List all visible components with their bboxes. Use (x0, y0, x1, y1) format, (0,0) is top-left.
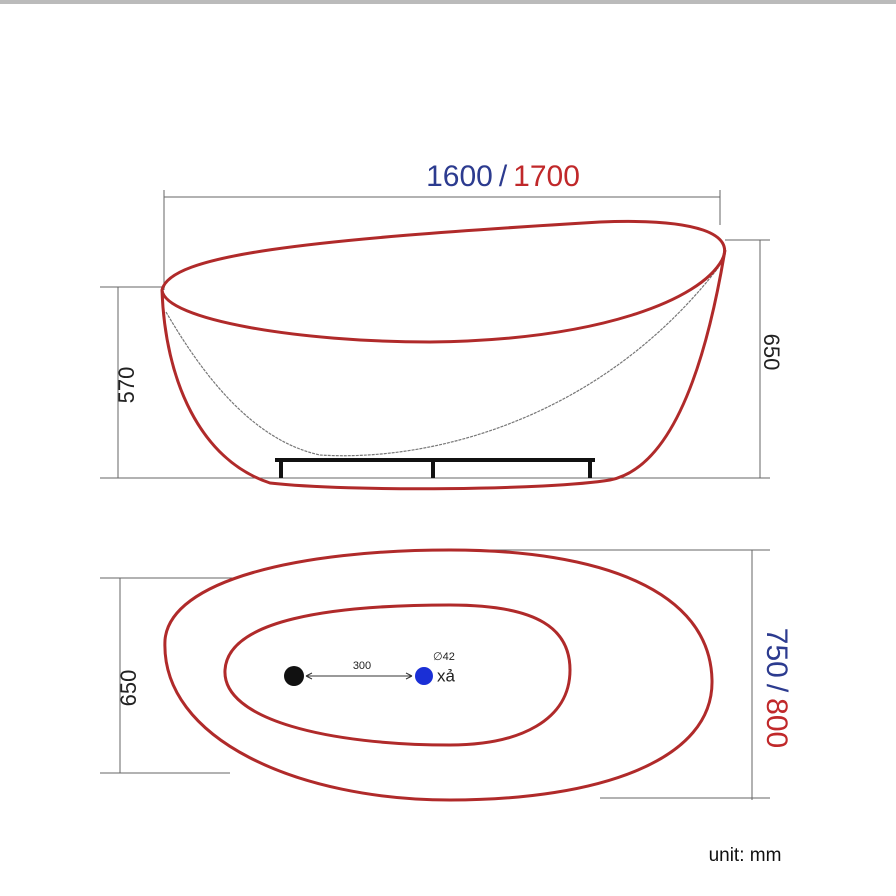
outer-height-label: 650 (759, 334, 784, 371)
inner-height-label: 570 (114, 367, 139, 404)
depth-label: 650 (116, 670, 141, 707)
width-separator: / (499, 160, 508, 193)
width-separator: / (760, 684, 793, 693)
tub-body (160, 249, 727, 491)
stand (275, 458, 595, 478)
width-standard: 1600 (426, 160, 493, 193)
drain-hole (415, 667, 433, 685)
drain-label: xả (437, 666, 456, 685)
width-large: 800 (760, 698, 793, 748)
unit-label: unit: mm (709, 845, 782, 866)
top-view: 300 ∅42 xả 650 750 / 800 (100, 548, 793, 802)
outer-outline (163, 548, 714, 802)
width-large: 1700 (513, 160, 580, 193)
spacing-arrow (305, 672, 413, 680)
depth-dimension (100, 577, 235, 774)
hole-spacing-label: 300 (353, 660, 371, 672)
width-label: 1600/1700 (426, 160, 580, 193)
side-view: 1600/1700 570 650 (100, 160, 784, 491)
top-border (0, 0, 896, 4)
width-standard: 750 (760, 628, 793, 678)
width-dimension (163, 190, 721, 290)
overflow-hole (284, 666, 304, 686)
inner-outline (223, 603, 572, 747)
inner-line (165, 267, 719, 457)
width-label: 750 / 800 (760, 628, 793, 748)
outer-height-dimension (725, 239, 770, 478)
drain-diameter-label: ∅42 (433, 651, 455, 663)
